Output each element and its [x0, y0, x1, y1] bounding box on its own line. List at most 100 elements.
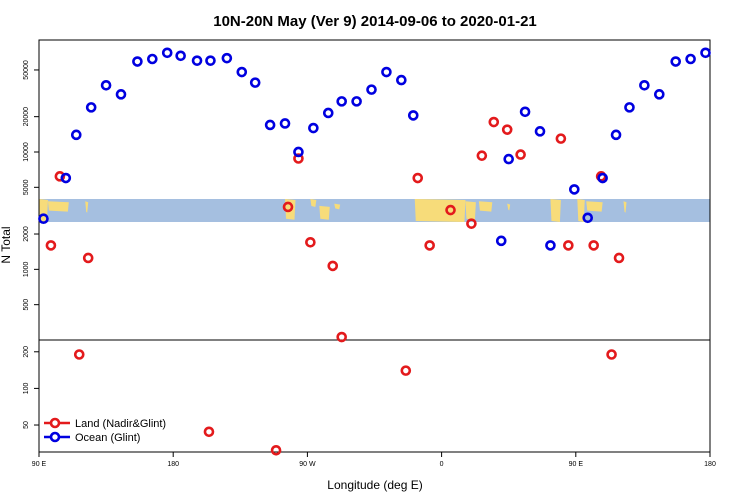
- ocean-point: [639, 80, 650, 91]
- plot-panels: [38, 39, 711, 453]
- land-point: [45, 240, 57, 251]
- ocean-point: [351, 96, 362, 107]
- land-shape: [319, 205, 330, 220]
- ocean-point: [293, 146, 304, 158]
- land-shape: [85, 201, 89, 213]
- land-point: [270, 444, 282, 456]
- ocean-point: [191, 55, 203, 66]
- ocean-point: [236, 66, 248, 78]
- land-point: [606, 349, 617, 360]
- chart-title: 10N-20N May (Ver 9) 2014-09-06 to 2020-0…: [213, 13, 537, 30]
- ocean-point: [85, 102, 97, 113]
- ocean-point: [407, 110, 419, 121]
- y-tick-label: 500: [23, 299, 30, 311]
- land-shape: [47, 201, 69, 212]
- x-axis-title: Longitude (deg E): [327, 478, 422, 492]
- ocean-point: [503, 153, 515, 165]
- world-map-band: [39, 199, 710, 222]
- land-point: [424, 240, 435, 251]
- land-shape: [465, 201, 476, 220]
- land-point: [336, 331, 347, 343]
- ocean-point: [670, 56, 682, 67]
- ocean-point: [610, 129, 622, 141]
- y-tick-label: 50000: [23, 60, 30, 80]
- x-tick-label: 90 W: [299, 461, 316, 468]
- land-shape: [414, 199, 466, 222]
- ocean-point: [700, 47, 711, 59]
- ocean-point: [249, 77, 261, 88]
- ocean-point: [495, 235, 507, 247]
- land-point: [54, 171, 66, 182]
- upper-panel-frame: [38, 39, 711, 341]
- x-tick-label: 90 E: [32, 461, 47, 468]
- ocean-point: [597, 172, 608, 184]
- ocean-point: [132, 56, 143, 67]
- legend-marker: [49, 417, 61, 429]
- ocean-point: [264, 119, 276, 131]
- ocean-point: [366, 84, 377, 95]
- land-shape: [586, 201, 603, 212]
- ocean-point: [685, 53, 696, 65]
- land-point: [555, 133, 567, 144]
- ocean-point: [582, 212, 594, 224]
- ocean-point: [115, 89, 127, 100]
- y-axis-title: N Total: [0, 226, 13, 263]
- land-point: [445, 204, 456, 216]
- land-point: [400, 365, 412, 376]
- x-tick-label: 90 E: [569, 461, 584, 468]
- data-points: [38, 47, 711, 456]
- y-tick-label: 1000: [23, 261, 30, 277]
- land-shape: [478, 201, 493, 212]
- ocean-band: [39, 199, 710, 222]
- land-point: [563, 240, 574, 251]
- land-point: [82, 252, 94, 264]
- x-tick-label: 180: [704, 461, 716, 468]
- legend-marker: [49, 431, 61, 443]
- ocean-point: [221, 52, 233, 64]
- ocean-point: [100, 80, 112, 91]
- ocean-point: [60, 172, 72, 184]
- ocean-point: [534, 126, 546, 137]
- ocean-point: [519, 106, 531, 118]
- ocean-point: [624, 102, 635, 113]
- y-tick-label: 2000: [23, 226, 30, 242]
- ocean-point: [569, 184, 580, 195]
- legend: Land (Nadir&Glint) Ocean (Glint): [44, 417, 166, 444]
- legend-label: Land (Nadir&Glint): [75, 418, 166, 430]
- y-tick-label: 200: [23, 346, 30, 358]
- ocean-point: [70, 129, 82, 141]
- ocean-point: [336, 96, 347, 107]
- land-point: [305, 236, 316, 248]
- ocean-point: [396, 74, 407, 86]
- x-axis-ticks: 90 E 180 90 W 0 90 E 180: [32, 452, 716, 468]
- land-point: [476, 150, 488, 161]
- y-tick-label: 50: [23, 421, 30, 429]
- land-shape: [334, 203, 341, 210]
- land-point: [412, 172, 424, 184]
- y-tick-label: 5000: [23, 179, 30, 195]
- land-point: [501, 124, 513, 135]
- land-point: [203, 426, 215, 438]
- land-point: [488, 116, 500, 128]
- land-point: [515, 149, 526, 160]
- ocean-point: [654, 89, 665, 100]
- ocean-point: [161, 47, 173, 59]
- x-tick-label: 0: [440, 461, 444, 468]
- land-point: [73, 349, 85, 360]
- ocean-point: [147, 53, 158, 65]
- y-tick-label: 10000: [23, 142, 30, 162]
- land-point: [588, 240, 599, 251]
- land-shape: [623, 201, 627, 213]
- ocean-point: [545, 240, 556, 251]
- x-tick-label: 180: [167, 461, 179, 468]
- ocean-point: [322, 107, 334, 119]
- land-shape: [550, 199, 561, 222]
- y-axis-ticks: 500 1000 2000 5000 10000 20000 50000 50 100 200: [23, 60, 39, 429]
- land-point: [613, 252, 625, 264]
- legend-label: Ocean (Glint): [75, 432, 140, 444]
- y-tick-label: 20000: [23, 107, 30, 127]
- ocean-point: [308, 122, 319, 134]
- ocean-point: [38, 213, 49, 225]
